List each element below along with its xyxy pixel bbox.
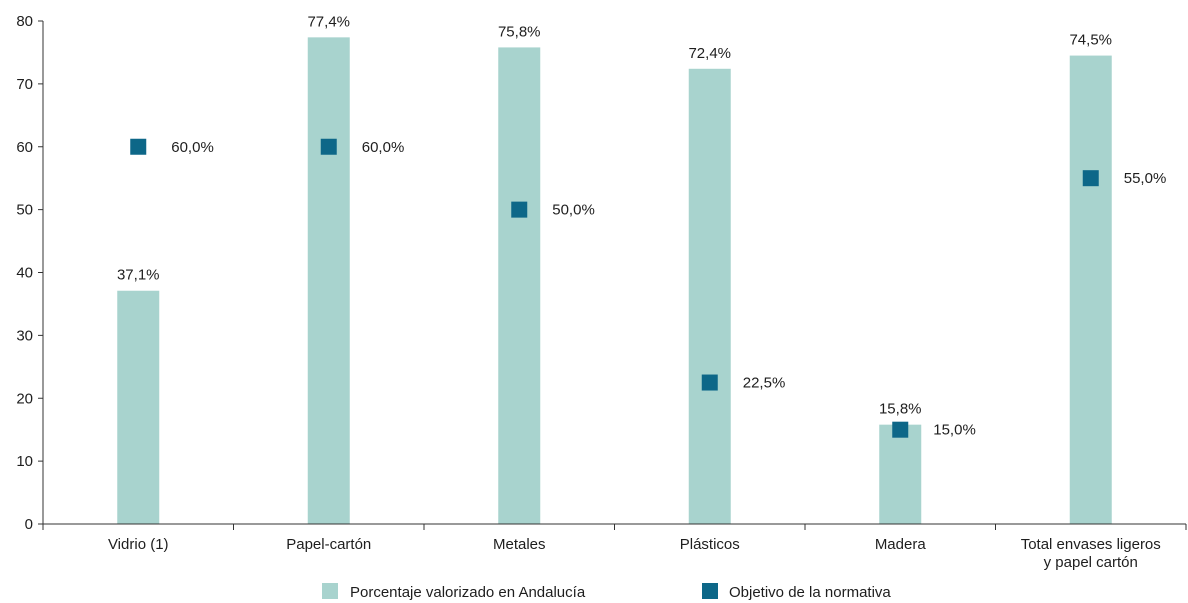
y-tick-label: 20 — [16, 390, 33, 407]
bar-value-label: 72,4% — [688, 45, 731, 62]
bar — [1069, 55, 1112, 525]
y-tick-label: 30 — [16, 327, 33, 344]
target-marker — [130, 138, 147, 155]
target-marker — [892, 421, 909, 438]
bar-value-label: 75,8% — [498, 23, 541, 40]
y-tick-label: 70 — [16, 76, 33, 93]
target-markers: 60,0% 60,0% 50,0% 22,5% 15,0% 55,0% — [130, 138, 1167, 439]
target-value-label: 22,5% — [743, 375, 786, 392]
bar — [307, 37, 350, 524]
y-tick-label: 50 — [16, 202, 33, 219]
legend: Porcentaje valorizado en Andalucía Objeti… — [322, 583, 891, 601]
x-category-label: Metales — [493, 536, 546, 553]
y-tick-label: 40 — [16, 265, 33, 282]
legend-swatch-bar — [322, 583, 338, 599]
bar-value-label: 77,4% — [307, 13, 350, 30]
target-marker — [511, 201, 528, 218]
bar-value-label: 37,1% — [117, 267, 160, 284]
target-marker — [1082, 170, 1099, 187]
legend-swatch-marker — [702, 583, 718, 599]
legend-label-bar: Porcentaje valorizado en Andalucía — [350, 584, 586, 601]
target-value-label: 15,0% — [933, 422, 976, 439]
target-value-label: 50,0% — [552, 202, 595, 219]
y-tick-label: 80 — [16, 13, 33, 30]
x-category-label: Madera — [875, 536, 927, 553]
target-marker — [320, 138, 337, 155]
x-category-label: Plásticos — [680, 536, 740, 553]
bar-value-label: 15,8% — [879, 401, 922, 418]
x-category-label: Total envases ligeros y papel cartón — [1021, 536, 1161, 571]
target-marker — [701, 374, 718, 391]
bar-value-label: 74,5% — [1069, 32, 1112, 49]
bar — [688, 68, 731, 524]
bars: 37,1% 77,4% 75,8% 72,4% 15,8% 74,5% — [117, 13, 1112, 525]
legend-label-marker: Objetivo de la normativa — [729, 584, 891, 601]
y-axis: 0 10 20 30 40 50 60 70 80 — [16, 13, 44, 533]
y-tick-label: 10 — [16, 453, 33, 470]
x-axis: Vidrio (1) Papel-cartón Metales Plásticos Ma… — [42, 523, 1187, 571]
bar — [498, 47, 541, 524]
bar — [117, 290, 160, 524]
x-category-label: Papel-cartón — [286, 536, 371, 553]
y-tick-label: 60 — [16, 139, 33, 156]
target-value-label: 60,0% — [362, 139, 405, 156]
x-category-label: Vidrio (1) — [108, 536, 169, 553]
bar — [879, 424, 922, 524]
target-value-label: 60,0% — [171, 139, 214, 156]
target-value-label: 55,0% — [1124, 170, 1167, 187]
y-tick-label: 0 — [25, 516, 33, 533]
